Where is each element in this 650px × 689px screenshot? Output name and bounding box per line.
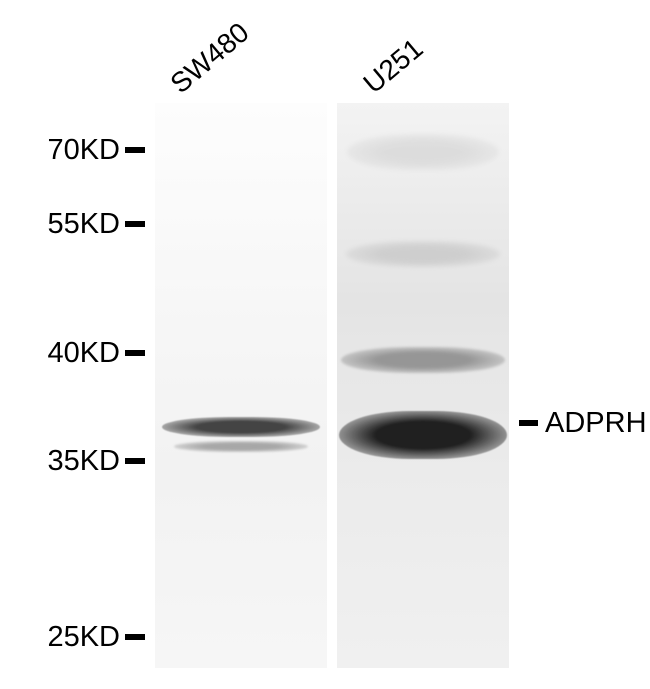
lane-u251 [337, 103, 509, 668]
band-u251-2 [341, 347, 504, 373]
lane-label-u251: U251 [357, 32, 429, 100]
mw-label-25kd: 25KD [47, 621, 120, 654]
mw-label-35kd: 35KD [47, 445, 120, 478]
western-blot-figure: 70KD 55KD 40KD 35KD 25KD SW480 U251 ADPRH [0, 0, 650, 689]
mw-tick-70kd [125, 147, 145, 153]
band-u251-3 [339, 411, 508, 459]
mw-tick-25kd [125, 634, 145, 640]
lane-label-sw480: SW480 [164, 16, 255, 100]
mw-tick-40kd [125, 350, 145, 356]
mw-label-40kd: 40KD [47, 337, 120, 370]
target-tick [519, 420, 538, 426]
target-label: ADPRH [545, 407, 647, 440]
band-u251-1 [346, 241, 501, 267]
band-sw480-0 [162, 417, 320, 437]
band-u251-0 [347, 134, 498, 170]
mw-tick-55kd [125, 221, 145, 227]
mw-label-55kd: 55KD [47, 208, 120, 241]
mw-tick-35kd [125, 458, 145, 464]
band-sw480-1 [174, 441, 308, 452]
lane-sw480 [155, 103, 327, 668]
mw-label-70kd: 70KD [47, 134, 120, 167]
